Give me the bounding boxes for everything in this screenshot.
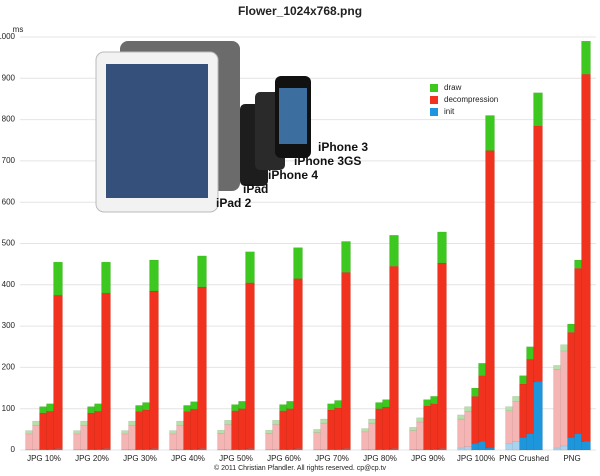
bar-segment — [53, 294, 63, 450]
bar-segment — [149, 290, 159, 450]
bar-segment — [197, 286, 207, 450]
x-tick-label: JPG 50% — [219, 454, 253, 463]
bar-segment — [245, 251, 255, 283]
bar-segment — [581, 73, 591, 442]
bar-segment — [293, 278, 303, 450]
legend-label: decompression — [444, 95, 498, 104]
x-tick-label: JPG 40% — [171, 454, 205, 463]
bar-segment — [533, 125, 543, 383]
y-tick-label: 200 — [2, 363, 16, 372]
legend-swatch — [430, 108, 438, 116]
y-tick-label: 700 — [2, 156, 16, 165]
x-tick-label: JPG 10% — [27, 454, 61, 463]
bar-segment — [53, 261, 63, 296]
x-tick-label: JPG 30% — [123, 454, 157, 463]
legend-label: init — [444, 107, 455, 116]
y-tick-label: 500 — [2, 239, 16, 248]
device-label: iPhone 3GS — [294, 154, 361, 168]
device-label: iPad 2 — [216, 196, 252, 210]
y-tick-label: 900 — [2, 73, 16, 82]
bar-segment — [197, 255, 207, 288]
device-photo — [95, 41, 311, 213]
bar-segment — [437, 262, 447, 450]
device-label: iPhone 4 — [268, 168, 318, 182]
bar-segment — [293, 247, 303, 279]
bar-segment — [485, 447, 495, 451]
bar-segment — [389, 265, 399, 450]
bar-segment — [245, 282, 255, 450]
bar-segment — [485, 150, 495, 449]
bar-segment — [101, 261, 111, 294]
x-tick-label: JPG 60% — [267, 454, 301, 463]
legend-swatch — [430, 96, 438, 104]
device-label: iPad — [243, 182, 268, 196]
bar-segment — [485, 115, 495, 151]
y-tick-label: 400 — [2, 280, 16, 289]
bar-segment — [149, 259, 159, 292]
bar-segment — [341, 241, 351, 273]
bar-segment — [581, 40, 591, 75]
device-label: iPhone 3 — [318, 140, 368, 154]
x-tick-label: JPG 90% — [411, 454, 445, 463]
bar-segment — [101, 292, 111, 450]
bar-segment — [437, 231, 447, 264]
bar-segment — [341, 272, 351, 450]
bar-segment — [581, 441, 591, 451]
legend-swatch — [430, 84, 438, 92]
credit: © 2011 Christian Pfandler. All rights re… — [214, 464, 387, 472]
x-tick-label: JPG 70% — [315, 454, 349, 463]
y-tick-label: 300 — [2, 321, 16, 330]
x-tick-label: JPG 100% — [457, 454, 495, 463]
y-tick-label: 800 — [2, 115, 16, 124]
legend-label: draw — [444, 83, 462, 92]
x-tick-label: PNG — [563, 454, 580, 463]
y-axis-label: ms — [13, 25, 24, 34]
chart-title: Flower_1024x768.png — [238, 4, 362, 18]
y-tick-label: 100 — [2, 404, 16, 413]
bar-segment — [533, 92, 543, 127]
y-tick-label: 0 — [11, 445, 16, 454]
y-tick-label: 1000 — [0, 32, 16, 41]
bar-segment — [533, 381, 543, 451]
x-tick-label: JPG 80% — [363, 454, 397, 463]
x-tick-label: JPG 20% — [75, 454, 109, 463]
x-tick-label: PNG Crushed — [499, 454, 549, 463]
bar-segment — [389, 234, 399, 267]
y-tick-label: 600 — [2, 197, 16, 206]
